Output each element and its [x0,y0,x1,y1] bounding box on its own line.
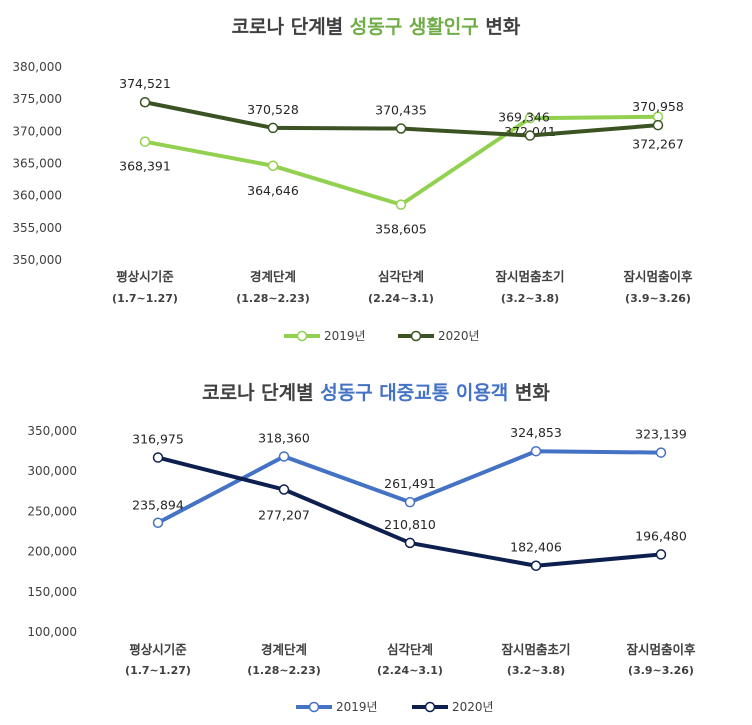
data-point [655,549,667,560]
x-tick-sublabel: (1.7~1.27) [125,664,191,677]
legend-label: 2019년 [336,700,378,714]
chart-1: 코로나 단계별 성동구 생활인구 변화 380,000 375,000 370,000… [12,16,693,343]
data-point [139,96,151,108]
data-label: 316,975 [132,432,184,447]
chart-title: 코로나 단계별 성동구 대중교통 이용객 변화 [202,382,550,404]
y-tick-label: 370,000 [12,124,62,138]
data-point [524,130,536,141]
data-label: 370,528 [247,102,299,117]
legend-item: 2019년 [284,329,366,343]
data-point [655,447,667,458]
x-tick-label: 평상시기준 [116,269,174,284]
legend-marker [424,701,436,713]
chart-2: 코로나 단계별 성동구 대중교통 이용객 변화 350,000 300,000 250… [27,382,696,714]
data-label: 324,853 [510,425,562,440]
data-label: 370,958 [632,99,684,114]
data-label: 235,894 [132,498,184,513]
data-label: 196,480 [635,528,687,543]
data-label: 374,521 [119,76,171,91]
data-point [652,119,664,131]
data-point [152,452,164,463]
data-point [395,123,407,134]
legend-label: 2020년 [438,329,480,343]
x-tick-sublabel: (3.9~3.26) [628,664,694,677]
data-label: 210,810 [384,517,436,532]
data-point [395,199,407,210]
data-point [524,112,536,124]
legend-marker [296,330,308,342]
data-label: 372,267 [632,137,684,152]
x-tick-sublabel: (2.24~3.1) [368,292,434,305]
data-point [139,136,151,147]
data-label: 261,491 [384,476,436,491]
y-tick-label: 150,000 [27,585,77,599]
x-tick-sublabel: (3.2~3.8) [507,664,565,677]
y-tick-label: 365,000 [12,157,62,171]
x-tick-label: 평상시기준 [129,642,187,657]
data-label: 323,139 [635,427,687,442]
x-tick-sublabel: (1.28~2.23) [247,664,321,677]
x-tick-label: 심각단계 [387,642,433,657]
data-point [278,451,290,462]
data-point [530,445,542,457]
x-tick-label: 경계단계 [250,269,296,284]
y-tick-label: 250,000 [27,504,77,518]
legend-label: 2020년 [452,700,494,714]
x-tick-label: 잠시멈춤초기 [501,642,570,657]
data-label: 318,360 [258,430,310,445]
y-tick-label: 375,000 [12,92,62,106]
legend-marker [410,330,422,342]
data-label: 369,346 [498,110,550,125]
y-tick-label: 350,000 [27,424,77,438]
data-label: 358,605 [375,222,427,237]
data-label: 370,435 [375,103,427,118]
x-tick-label: 잠시멈춤이후 [623,269,693,284]
data-point [404,537,416,549]
data-point [152,517,164,528]
data-label: 182,406 [510,540,562,555]
y-tick-label: 360,000 [12,189,62,203]
data-point [404,496,416,508]
x-tick-sublabel: (3.9~3.26) [625,292,691,305]
y-tick-label: 350,000 [12,253,62,267]
y-tick-label: 200,000 [27,545,77,559]
x-tick-label: 잠시멈춤이후 [626,642,696,657]
data-point [267,122,279,134]
x-tick-sublabel: (2.24~3.1) [377,664,443,677]
chart-title: 코로나 단계별 성동구 생활인구 변화 [232,16,521,38]
x-tick-label: 잠시멈춤초기 [495,269,564,284]
x-tick-sublabel: (1.7~1.27) [112,292,178,305]
data-label: 368,391 [119,159,171,174]
legend-item: 2020년 [412,700,494,714]
data-point [278,484,290,495]
y-tick-label: 100,000 [27,625,77,639]
x-tick-sublabel: (1.28~2.23) [236,292,310,305]
x-tick-label: 경계단계 [261,642,307,657]
legend-label: 2019년 [324,329,366,343]
legend-marker [308,701,320,713]
y-tick-label: 380,000 [12,60,62,74]
y-tick-label: 300,000 [27,464,77,478]
x-tick-sublabel: (3.2~3.8) [501,292,559,305]
data-label: 364,646 [247,183,299,198]
data-point [530,560,542,571]
data-label: 277,207 [258,508,310,523]
x-tick-label: 심각단계 [378,269,424,284]
y-tick-label: 355,000 [12,221,62,235]
legend-item: 2020년 [398,329,480,343]
legend-item: 2019년 [296,700,378,714]
data-point [267,160,279,172]
series-line [156,455,663,568]
